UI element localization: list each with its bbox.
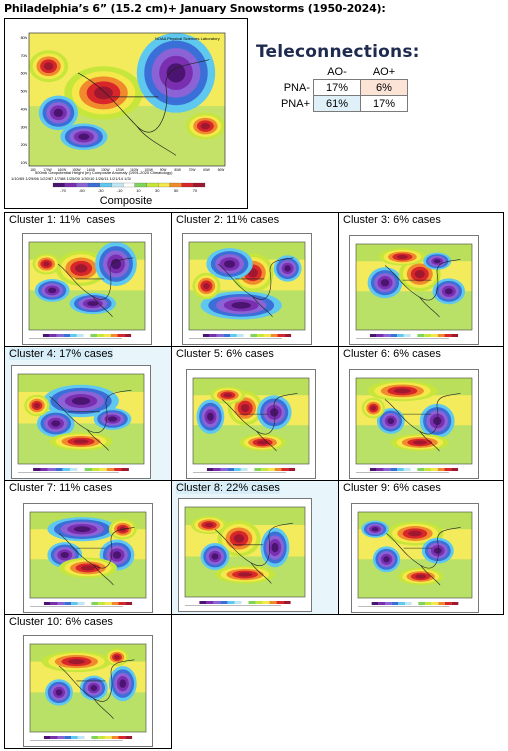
composite-map: NOAA Physical Sciences Laboratory 80N 70N… <box>4 18 248 195</box>
cluster-9-panel: Cluster 9: 6% cases <box>338 480 504 615</box>
teleconnections-title: Teleconnections: <box>256 42 420 62</box>
colorbar-tick-label: -10 <box>117 188 124 193</box>
cluster-10-panel: Cluster 10: 6% cases <box>4 614 172 749</box>
colorbar-swatch <box>111 182 124 188</box>
cluster-6-label: Cluster 6: 6% cases <box>343 348 441 360</box>
cluster-1-panel: Cluster 1: 11% cases <box>4 212 172 347</box>
row-label-pna-plus: PNA+ <box>280 97 310 110</box>
colorbar-swatch <box>76 182 89 188</box>
lon-tick-label: 50W <box>218 168 225 172</box>
lon-tick-label: 150W <box>72 168 80 172</box>
lon-tick-label: 110W <box>130 168 138 172</box>
colorbar-swatch <box>181 182 194 188</box>
colorbar-swatch <box>99 182 112 188</box>
colorbar-swatch <box>123 182 135 188</box>
lat-tick-label: 70N <box>21 54 28 58</box>
composite-label: Composite <box>4 194 248 209</box>
lon-tick-label: 80W <box>174 168 181 172</box>
cluster-3-panel: Cluster 3: 6% cases <box>338 212 504 347</box>
teleconnections-table: AO- AO+ PNA- 17% 6% PNA+ 61% 17% <box>276 64 408 112</box>
cell-pna-plus-ao-minus: 61% <box>313 95 361 112</box>
cluster-5-label: Cluster 5: 6% cases <box>176 348 274 360</box>
lon-tick-label: 170W <box>43 168 51 172</box>
lon-tick-label: 70W <box>189 168 196 172</box>
cluster-8-label: Cluster 8: 22% cases <box>176 482 280 494</box>
cell-pna-minus-ao-plus: 6% <box>360 79 408 96</box>
composite-map-graphic: NOAA Physical Sciences Laboratory 80N 70N… <box>5 19 247 194</box>
lat-tick-label: 20N <box>21 143 28 147</box>
cluster-2-label: Cluster 2: 11% cases <box>176 214 280 226</box>
cluster-6-panel: Cluster 6: 6% cases <box>338 346 504 481</box>
lon-tick-label: 180 <box>30 168 36 172</box>
colorbar-tick-label: -30 <box>98 188 105 193</box>
cell-pna-plus-ao-plus: 17% <box>360 95 408 112</box>
colorbar-tick-label: 30 <box>155 188 160 193</box>
colorbar-tick-label: 10 <box>136 188 141 193</box>
lat-tick-label: 50N <box>21 90 28 94</box>
cluster-8-map <box>178 498 312 612</box>
cluster-9-label: Cluster 9: 6% cases <box>343 482 441 494</box>
cluster-7-panel: Cluster 7: 11% cases <box>4 480 172 615</box>
cluster-1-label: Cluster 1: 11% cases <box>9 214 116 226</box>
cluster-5-map <box>186 369 316 479</box>
colorbar-swatch <box>64 182 77 188</box>
lon-tick-label: 90W <box>160 168 167 172</box>
lat-tick-label: 30N <box>21 125 28 129</box>
cluster-9-map <box>351 503 479 613</box>
lon-tick-label: 140W <box>87 168 95 172</box>
composite-caption-line1: 500mb Geopotential Height (m) Composite … <box>35 170 173 175</box>
table-corner <box>276 64 314 80</box>
colorbar-swatch <box>87 182 100 188</box>
colorbar-swatch <box>169 182 182 188</box>
colorbar-tick-label: 70 <box>193 188 198 193</box>
cluster-4-label: Cluster 4: 17% cases <box>9 348 113 360</box>
lon-tick-label: 100W <box>145 168 153 172</box>
colorbar-swatch <box>134 182 147 188</box>
colorbar-tick-label: -70 <box>60 188 67 193</box>
cluster-10-label: Cluster 10: 6% cases <box>9 616 113 628</box>
cluster-1-map <box>22 233 152 345</box>
composite-caption-line2: 1/10/65 1/29/66 1/22/87 1/7/88 1/25/00 1… <box>11 176 132 181</box>
cluster-2-map <box>182 233 312 345</box>
colorbar-swatch <box>52 182 65 188</box>
lat-tick-label: 10N <box>21 161 28 165</box>
column-header-ao-minus: AO- <box>327 65 347 78</box>
cluster-3-map <box>349 235 479 345</box>
lon-tick-label: 160W <box>58 168 66 172</box>
colorbar-swatch <box>193 182 206 188</box>
cluster-7-map <box>23 503 153 613</box>
cluster-4-panel: Cluster 4: 17% cases <box>4 346 172 481</box>
colorbar-tick-label: -50 <box>79 188 86 193</box>
cluster-3-label: Cluster 3: 6% cases <box>343 214 441 226</box>
cell-pna-minus-ao-minus: 17% <box>313 79 361 96</box>
cluster-2-panel: Cluster 2: 11% cases <box>171 212 339 347</box>
lon-tick-label: 120W <box>116 168 124 172</box>
cluster-7-label: Cluster 7: 11% cases <box>9 482 113 494</box>
cluster-10-map <box>23 635 153 747</box>
cluster-6-map <box>349 369 479 479</box>
table-row: PNA+ 61% 17% <box>276 95 408 112</box>
lat-tick-label: 80N <box>21 36 28 40</box>
lat-tick-label: 40N <box>21 107 28 111</box>
row-label-pna-minus: PNA- <box>283 81 310 94</box>
lon-tick-label: 60W <box>203 168 210 172</box>
table-header-row: AO- AO+ <box>276 64 408 80</box>
colorbar-swatch <box>146 182 159 188</box>
column-header-ao-plus: AO+ <box>372 65 396 78</box>
colorbar-tick-label: 50 <box>174 188 179 193</box>
colorbar-swatch <box>158 182 171 188</box>
cluster-4-map <box>11 365 151 479</box>
page-title: Philadelphia’s 6” (15.2 cm)+ January Sno… <box>4 2 386 15</box>
lat-tick-label: 60N <box>21 72 28 76</box>
cluster-8-panel: Cluster 8: 22% cases <box>171 480 339 615</box>
table-row: PNA- 17% 6% <box>276 79 408 96</box>
composite-header-text: NOAA Physical Sciences Laboratory <box>155 36 220 41</box>
cluster-5-panel: Cluster 5: 6% cases <box>171 346 339 481</box>
lon-tick-label: 130W <box>101 168 109 172</box>
